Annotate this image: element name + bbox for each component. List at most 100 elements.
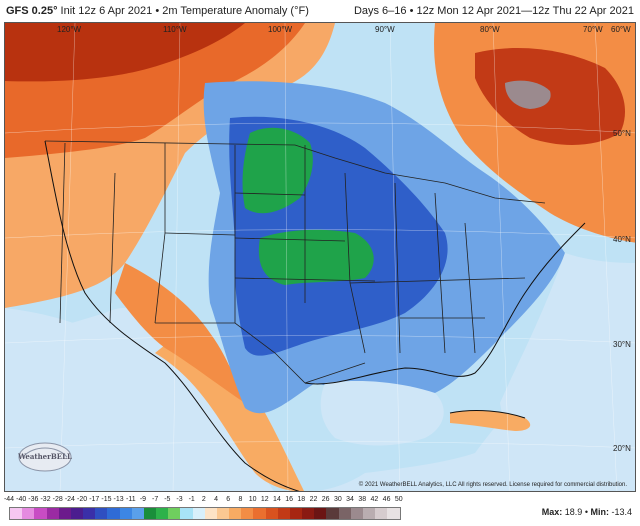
- weatherbell-logo: WeatherBELL: [15, 439, 75, 475]
- colorbar-swatch: [265, 508, 278, 519]
- map-header: GFS 0.25° Init 12z 6 Apr 2021 • 2m Tempe…: [0, 0, 640, 22]
- max-label: Max:: [541, 507, 563, 517]
- colorbar-tick-label: -1: [188, 496, 195, 503]
- max-value: 18.9: [564, 507, 583, 517]
- colorbar-tick-label: 34: [346, 496, 354, 503]
- lon-label-100w: 100°W: [268, 25, 293, 34]
- lat-label-20n: 20°N: [613, 444, 631, 453]
- lon-label-70w: 70°W: [583, 25, 603, 34]
- colorbar-tick-label: -5: [164, 496, 171, 503]
- min-label: Min:: [590, 507, 609, 517]
- colorbar-tick-label: -7: [152, 496, 159, 503]
- colorbar-tick-label: 16: [285, 496, 294, 503]
- political-boundaries: [44, 140, 546, 384]
- colorbar-swatch: [338, 508, 351, 519]
- colorbar-tick-label: 46: [382, 496, 391, 503]
- colorbar-swatch: [362, 508, 376, 519]
- warm-southwest-region: [115, 263, 245, 403]
- colorbar-swatch: [83, 508, 96, 519]
- lon-label-110w: 110°W: [163, 25, 187, 34]
- lat-label-50n: 50°N: [613, 129, 631, 138]
- lon-label-80w: 80°W: [480, 25, 500, 34]
- colorbar: [9, 507, 401, 520]
- colorbar-tick-label: -20: [77, 496, 88, 503]
- colorbar-tick-label: 2: [201, 496, 206, 503]
- lon-label-60w: 60°W: [611, 25, 631, 34]
- valid-period: Days 6–16 • 12z Mon 12 Apr 2021—12z Thu …: [353, 5, 634, 17]
- colorbar-swatch: [229, 508, 242, 519]
- colorbar-swatch: [302, 508, 315, 519]
- colorbar-swatch: [375, 508, 388, 519]
- temperature-anomaly-map: 120°W 110°W 100°W 90°W 80°W 70°W 60°W 50…: [4, 22, 636, 492]
- colorbar-swatch: [22, 508, 35, 519]
- warm-mexico-region: [155, 333, 305, 491]
- colorbar-tick-label: -40: [16, 496, 27, 503]
- colorbar-swatch: [326, 508, 339, 519]
- colorbar-swatch: [143, 508, 157, 519]
- max-min-summary: Max: 18.9 • Min: -13.4: [541, 507, 632, 517]
- model-init-title: GFS 0.25° Init 12z 6 Apr 2021 • 2m Tempe…: [6, 5, 309, 17]
- colorbar-swatch: [156, 508, 169, 519]
- colorbar-tick-label: -17: [89, 496, 100, 503]
- colorbar-tick-label: -3: [176, 496, 183, 503]
- colorbar-swatch: [350, 508, 363, 519]
- model-name: GFS 0.25°: [6, 5, 58, 17]
- colorbar-swatch: [216, 508, 230, 519]
- colorbar-tick-label: 12: [260, 496, 269, 503]
- colorbar-swatch: [34, 508, 47, 519]
- coldest-northern-plains: [242, 127, 313, 214]
- coastline: [44, 140, 586, 491]
- colorbar-tick-label: 26: [321, 496, 330, 503]
- colorbar-swatch: [241, 508, 254, 519]
- lat-label-40n: 40°N: [613, 235, 631, 244]
- atlantic-ocean: [500, 253, 635, 491]
- anomaly-fill-layer: [5, 23, 635, 491]
- colorbar-tick-label: -28: [52, 496, 63, 503]
- colorbar-swatch: [387, 508, 400, 519]
- lon-label-90w: 90°W: [375, 25, 395, 34]
- colorbar-tick-label: -13: [113, 496, 124, 503]
- colorbar-swatch: [70, 508, 84, 519]
- logo-swirl-icon: [18, 442, 72, 472]
- pacific-ocean: [5, 308, 258, 491]
- colorbar-swatch: [119, 508, 132, 519]
- coldest-central-plains: [258, 229, 374, 285]
- min-value: -13.4: [611, 507, 632, 517]
- colorbar-swatch: [46, 508, 59, 519]
- colorbar-tick-label: 38: [358, 496, 367, 503]
- peak-warm-anomaly: [505, 80, 551, 109]
- colorbar-tick-label: -9: [139, 496, 147, 503]
- colorbar-swatch: [204, 508, 217, 519]
- colorbar-swatch: [58, 508, 71, 519]
- colorbar-swatch: [131, 508, 144, 519]
- colorbar-tick-label: 10: [248, 496, 257, 503]
- colorbar-tick-label: 4: [214, 496, 218, 503]
- colorbar-swatch: [192, 508, 205, 519]
- colorbar-swatch: [180, 508, 193, 519]
- logo-text: WeatherBELL: [18, 452, 72, 461]
- colorbar-tick-label: 14: [273, 496, 281, 503]
- legend-footer: -44 -40 -36 -32 -28 -24 -20 -17 -15 -13 -11 -9 -7 -5-…: [0, 494, 640, 526]
- colorbar-swatch: [10, 508, 23, 519]
- gulf-of-mexico: [320, 381, 444, 446]
- colorbar-tick-label: 30: [333, 496, 342, 503]
- colorbar-tick-label: 8: [238, 496, 243, 503]
- hottest-northwest-core: [5, 23, 245, 82]
- colorbar-tick-label: -11: [125, 496, 136, 503]
- colorbar-swatch: [253, 508, 266, 519]
- colorbar-swatch: [107, 508, 120, 519]
- colorbar-swatch: [95, 508, 108, 519]
- colorbar-swatch: [314, 508, 327, 519]
- graticule: [5, 23, 635, 491]
- colorbar-tick-label: 22: [309, 496, 318, 503]
- colorbar-tick-label: 18: [297, 496, 306, 503]
- caribbean-warm-islands: [450, 410, 531, 431]
- colorbar-swatch: [289, 508, 303, 519]
- colorbar-tick-label: -24: [64, 496, 75, 503]
- colorbar-tick-label: -32: [40, 496, 51, 503]
- copyright-notice: © 2021 WeatherBELL Analytics, LLC All ri…: [358, 482, 627, 488]
- colorbar-tick-label: -15: [101, 496, 112, 503]
- colorbar-tick-label: -44: [3, 496, 15, 503]
- lat-label-30n: 30°N: [613, 340, 631, 349]
- colorbar-swatch: [168, 508, 181, 519]
